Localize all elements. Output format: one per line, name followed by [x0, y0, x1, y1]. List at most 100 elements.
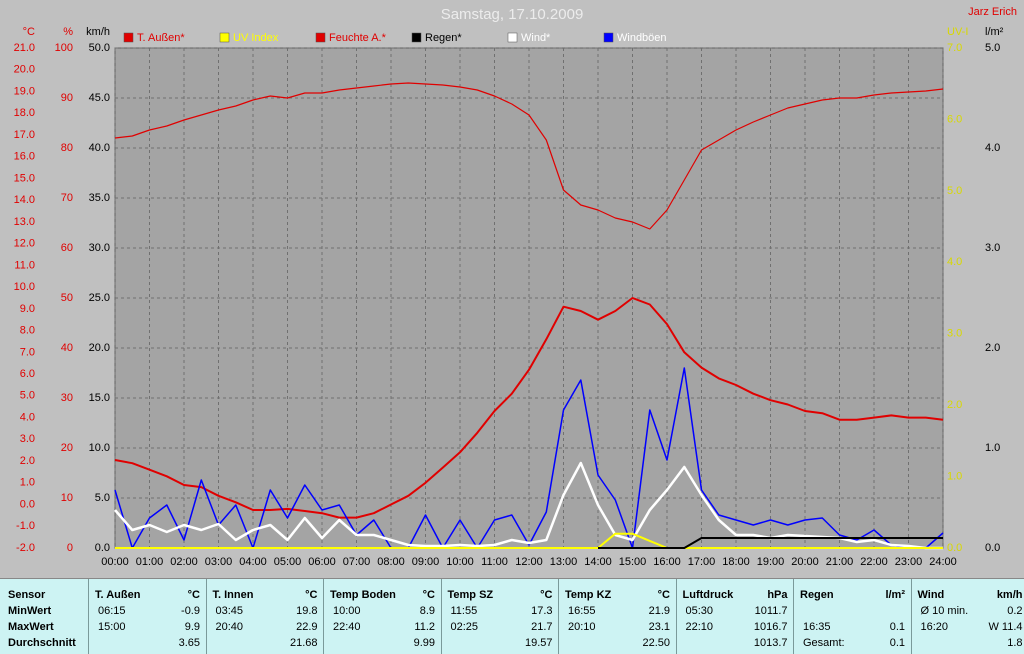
y-tick-label: 40 [61, 342, 73, 354]
cell-time: 16:35 [803, 621, 831, 633]
x-tick-label: 22:00 [860, 556, 888, 568]
column-unit: °C [305, 589, 318, 601]
y-tick-label: 4.0 [985, 142, 1000, 154]
y-tick-label: 4.0 [20, 411, 35, 423]
cell-time: 03:45 [215, 605, 244, 617]
cell-value: 17.3 [531, 605, 553, 617]
y-tick-label: 20.0 [14, 64, 35, 76]
column-name: Luftdruck [682, 589, 734, 601]
y-tick-label: 10.0 [14, 281, 35, 293]
cell-time: 15:00 [98, 621, 126, 633]
series-line [598, 537, 943, 549]
separator [793, 579, 794, 654]
summary-table: Sensor MinWert MaxWert Durchschnitt T. Außen… [0, 578, 1024, 654]
x-tick-label: 04:00 [239, 556, 267, 568]
column-name: Temp KZ [565, 589, 612, 601]
column-name: T. Außen [95, 589, 141, 601]
cell-value: 1016.7 [753, 621, 788, 633]
x-tick-label: 24:00 [929, 556, 957, 568]
y-tick-label: 5.0 [20, 390, 35, 402]
x-tick-label: 07:00 [343, 556, 371, 568]
legend-label: T. Außen* [137, 32, 185, 44]
legend-swatch [219, 32, 230, 43]
y-tick-label: 0.0 [947, 542, 962, 554]
column-unit: °C [187, 589, 200, 601]
y-tick-label: 0.0 [20, 498, 35, 510]
series-line [114, 82, 944, 230]
cell-time: 16:55 [568, 605, 596, 617]
legend-swatch [315, 32, 326, 43]
y-tick-label: 70 [61, 192, 73, 204]
legend-swatch [123, 32, 134, 43]
cell-time: 16:20 [920, 621, 949, 633]
column-name: Temp Boden [330, 589, 396, 601]
separator [205, 579, 207, 654]
y-tick-label: 6.0 [20, 368, 35, 380]
separator [910, 579, 912, 654]
chart: Samstag, 17.10.2009 Jarz Erich 00:00 01:0… [14, 6, 1017, 568]
legend-label: Feuchte A.* [329, 32, 387, 44]
column-name: Wind [917, 589, 945, 601]
y-tick-label: 8.0 [20, 325, 35, 337]
y-tick-label: 14.0 [14, 194, 35, 206]
x-tick-label: 19:00 [757, 556, 785, 568]
x-tick-label: 18:00 [722, 556, 750, 568]
x-tick-label: 00:00 [101, 556, 129, 568]
x-tick-label: 09:00 [412, 556, 440, 568]
axis-unit: l/m² [985, 26, 1004, 38]
y-tick-label: 17.0 [14, 129, 35, 141]
y-tick-label: 3.0 [947, 328, 962, 340]
column-unit: l/m² [885, 589, 905, 601]
separator [88, 579, 89, 654]
separator [323, 579, 324, 654]
legend-label: Regen* [425, 32, 462, 44]
x-tick-label: 05:00 [274, 556, 302, 568]
x-tick-label: 12:00 [515, 556, 543, 568]
cell-value: 9.99 [413, 637, 435, 649]
y-tick-label: 0.0 [985, 542, 1000, 554]
series-line [114, 297, 944, 519]
x-tick-label: 16:00 [653, 556, 681, 568]
cell-value: 9.9 [184, 621, 200, 633]
cell-time: 22:40 [333, 621, 361, 633]
x-tick-label: 17:00 [688, 556, 716, 568]
cell-value: 1013.7 [753, 637, 788, 649]
legend-swatch [507, 32, 518, 43]
y-tick-label: 7.0 [20, 346, 35, 358]
row-label: MinWert [8, 605, 52, 617]
cell-value: 0.2 [1007, 605, 1023, 617]
y-tick-label: 11.0 [14, 259, 35, 271]
y-tick-label: -2.0 [16, 542, 35, 554]
cell-value: 0.1 [889, 637, 905, 649]
x-tick-label: 21:00 [826, 556, 854, 568]
y-tick-label: 5.0 [95, 492, 110, 504]
column-unit: °C [422, 589, 435, 601]
cell-value: 23.1 [648, 621, 670, 633]
legend-label: UV Index [233, 32, 279, 44]
cell-value: 3.65 [178, 637, 200, 649]
x-tick-label: 01:00 [136, 556, 164, 568]
y-tick-label: 2.0 [947, 399, 962, 411]
cell-value: 21.68 [289, 637, 318, 649]
x-tick-label: 06:00 [308, 556, 336, 568]
y-tick-label: 1.0 [947, 470, 962, 482]
series-line [114, 461, 943, 550]
y-tick-label: 1.0 [985, 442, 1000, 454]
y-tick-label: 4.0 [947, 256, 962, 268]
cell-value: W 11.4 [988, 621, 1023, 633]
y-tick-label: 30.0 [89, 242, 110, 254]
cell-time: 20:10 [568, 621, 596, 633]
column-name: T. Innen [212, 589, 254, 601]
cell-time: 02:25 [450, 621, 479, 633]
row-label: Sensor [8, 589, 46, 601]
column-unit: °C [540, 589, 553, 601]
y-tick-label: 2.0 [985, 342, 1000, 354]
axis-unit: °C [23, 26, 35, 38]
axis-unit: UV-I [947, 26, 968, 38]
y-tick-label: 90 [61, 92, 73, 104]
y-tick-label: 0.0 [95, 542, 110, 554]
axis-unit: km/h [86, 26, 110, 38]
x-tick-label: 23:00 [895, 556, 923, 568]
y-tick-label: 15.0 [14, 172, 35, 184]
cell-value: 19.57 [524, 637, 553, 649]
